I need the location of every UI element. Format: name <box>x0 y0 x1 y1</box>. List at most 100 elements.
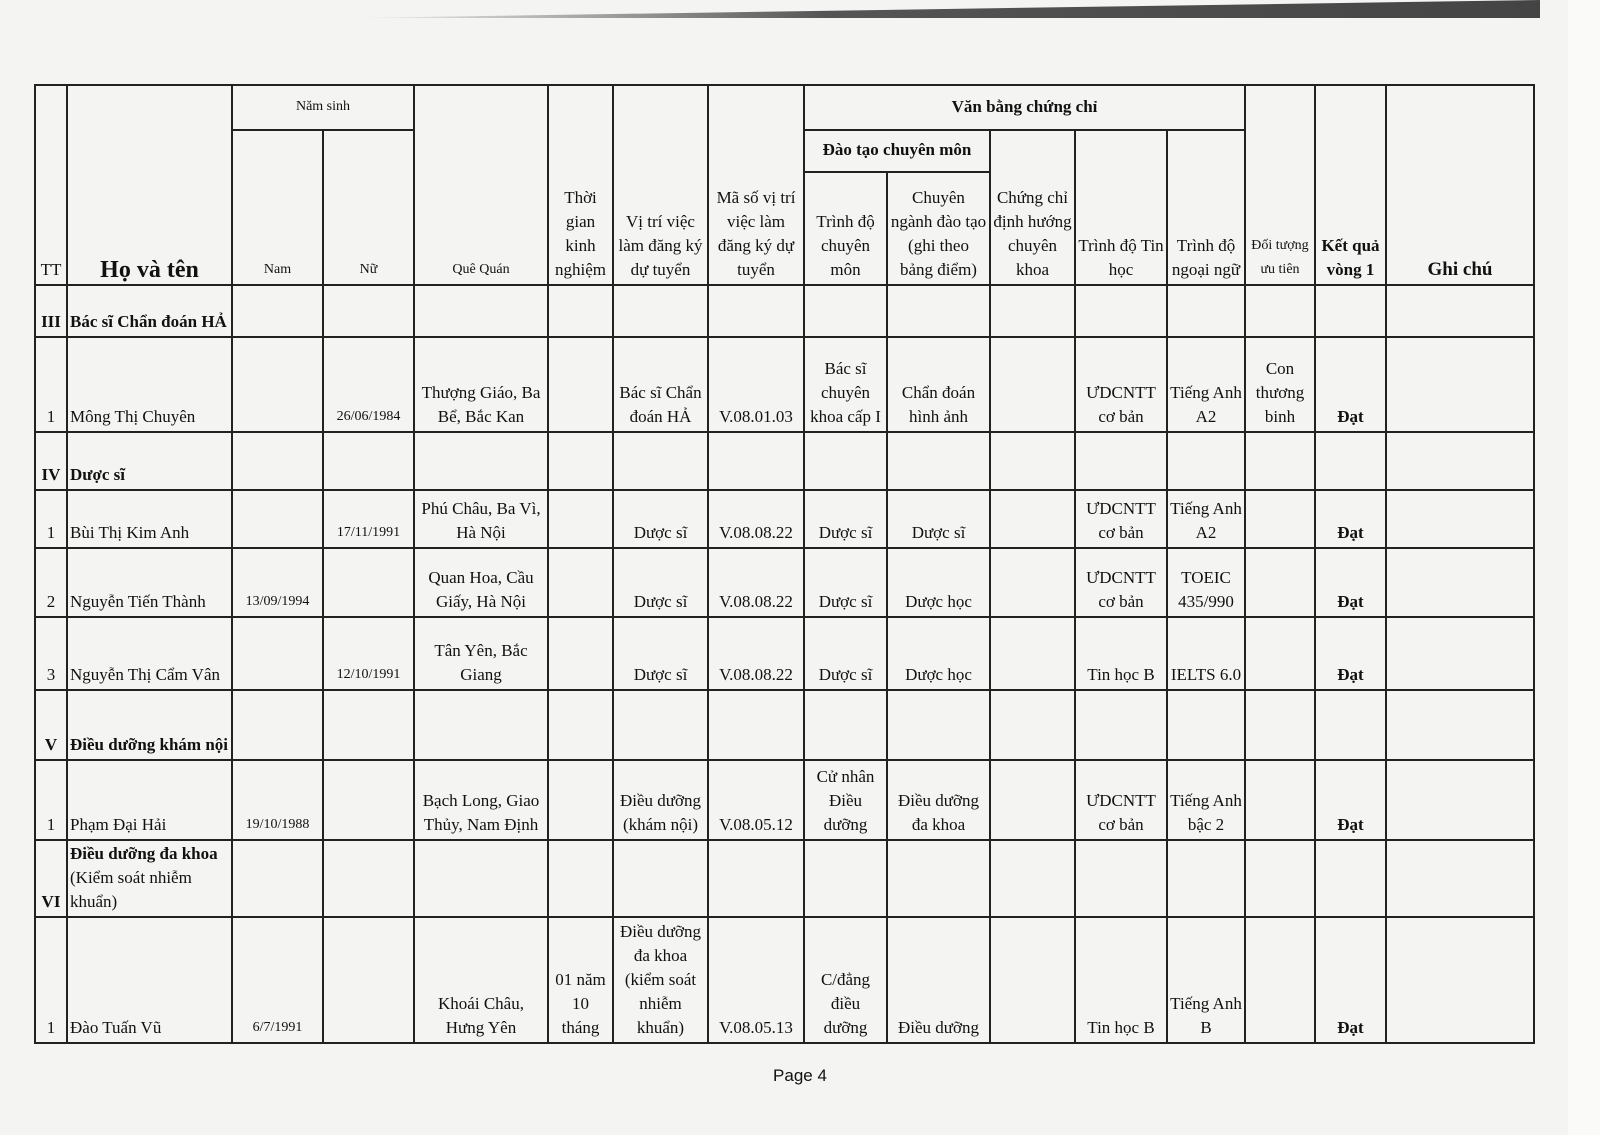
empty-cell <box>989 689 1076 761</box>
empty-cell <box>803 689 888 761</box>
cell-name: Phạm Đại Hải <box>66 759 233 841</box>
cell-hometown: Tân Yên, Bắc Giang <box>413 616 549 691</box>
cell-cert <box>989 336 1076 433</box>
candidate-row: 2 Nguyễn Tiến Thành 13/09/1994 Quan Hoa, Cầ… <box>34 547 1535 618</box>
cell-priority <box>1244 489 1316 549</box>
cell-female <box>322 759 415 841</box>
empty-cell <box>231 431 324 491</box>
header-specialty-cert: Chứng chỉ định hướng chuyên khoa <box>989 129 1076 286</box>
cell-cert <box>989 759 1076 841</box>
empty-cell <box>612 431 709 491</box>
empty-cell <box>547 431 614 491</box>
cell-male <box>231 616 324 691</box>
header-priority: Đối tượng ưu tiên <box>1244 84 1316 286</box>
scan-edge-shadow <box>350 0 1540 18</box>
cell-cert <box>989 616 1076 691</box>
cell-experience <box>547 489 614 549</box>
empty-cell <box>322 839 415 918</box>
candidate-table: TT Họ và tên Năm sinh Quê Quán Thời gian… <box>34 84 1535 1044</box>
cell-note <box>1385 916 1535 1044</box>
cell-level: Cử nhân Điều dưỡng <box>803 759 888 841</box>
empty-cell <box>612 839 709 918</box>
empty-cell <box>1314 689 1387 761</box>
cell-tt: 1 <box>34 336 68 433</box>
empty-cell <box>1314 431 1387 491</box>
empty-cell <box>322 689 415 761</box>
header-name: Họ và tên <box>66 84 233 286</box>
cell-major: Dược học <box>886 616 991 691</box>
empty-cell <box>231 839 324 918</box>
header-experience: Thời gian kinh nghiệm <box>547 84 614 286</box>
section-row: VI Điều dưỡng đa khoa (Kiểm soát nhiễm kh… <box>34 839 1535 918</box>
cell-position: Điều dưỡng (khám nội) <box>612 759 709 841</box>
cell-priority <box>1244 547 1316 618</box>
cell-major: Dược sĩ <box>886 489 991 549</box>
cell-position: Bác sĩ Chẩn đoán HẢ <box>612 336 709 433</box>
empty-cell <box>413 689 549 761</box>
cell-tt: 1 <box>34 489 68 549</box>
cell-it: ƯDCNTT cơ bản <box>1074 547 1168 618</box>
cell-it: Tin học B <box>1074 616 1168 691</box>
empty-cell <box>1166 839 1246 918</box>
section-row: IV Dược sĩ <box>34 431 1535 491</box>
cell-male: 19/10/1988 <box>231 759 324 841</box>
cell-major: Điều dưỡng <box>886 916 991 1044</box>
cell-hometown: Quan Hoa, Cầu Giấy, Hà Nội <box>413 547 549 618</box>
empty-cell <box>1166 284 1246 338</box>
empty-cell <box>886 431 991 491</box>
cell-name: Nguyễn Thị Cẩm Vân <box>66 616 233 691</box>
cell-it: ƯDCNTT cơ bản <box>1074 759 1168 841</box>
cell-priority <box>1244 616 1316 691</box>
header-female: Nữ <box>322 129 415 286</box>
cell-tt: 2 <box>34 547 68 618</box>
header-it-level: Trình độ Tin học <box>1074 129 1168 286</box>
empty-cell <box>231 284 324 338</box>
cell-female <box>322 916 415 1044</box>
cell-note <box>1385 336 1535 433</box>
empty-cell <box>1314 839 1387 918</box>
empty-cell <box>989 284 1076 338</box>
cell-male: 6/7/1991 <box>231 916 324 1044</box>
empty-cell <box>612 689 709 761</box>
cell-experience <box>547 759 614 841</box>
cell-note <box>1385 547 1535 618</box>
empty-cell <box>1074 284 1168 338</box>
header-note: Ghi chú <box>1385 84 1535 286</box>
section-title: Điều dưỡng đa khoa (Kiểm soát nhiễm khuẩ… <box>66 839 233 918</box>
cell-code: V.08.08.22 <box>707 547 805 618</box>
cell-code: V.08.01.03 <box>707 336 805 433</box>
empty-cell <box>547 284 614 338</box>
cell-note <box>1385 616 1535 691</box>
section-row: V Điều dưỡng khám nội <box>34 689 1535 761</box>
cell-experience <box>547 547 614 618</box>
empty-cell <box>1074 839 1168 918</box>
empty-cell <box>1385 431 1535 491</box>
cell-major: Dược học <box>886 547 991 618</box>
cell-level: Bác sĩ chuyên khoa cấp I <box>803 336 888 433</box>
section-title-rest: (Kiểm soát nhiễm khuẩn) <box>70 868 192 911</box>
empty-cell <box>1074 431 1168 491</box>
cell-name: Mông Thị Chuyên <box>66 336 233 433</box>
header-professional-level: Trình độ chuyên môn <box>803 171 888 286</box>
cell-name: Đào Tuấn Vũ <box>66 916 233 1044</box>
cell-experience: 01 năm 10 tháng <box>547 916 614 1044</box>
candidate-row: 1 Phạm Đại Hải 19/10/1988 Bạch Long, Giao T… <box>34 759 1535 841</box>
cell-priority <box>1244 759 1316 841</box>
candidate-row: 1 Mông Thị Chuyên 26/06/1984 Thượng Giáo, B… <box>34 336 1535 433</box>
cell-major: Chẩn đoán hình ảnh <box>886 336 991 433</box>
empty-cell <box>231 689 324 761</box>
header-birth-year: Năm sinh <box>231 84 415 131</box>
empty-cell <box>886 839 991 918</box>
empty-cell <box>707 284 805 338</box>
cell-it: ƯDCNTT cơ bản <box>1074 336 1168 433</box>
section-number: VI <box>34 839 68 918</box>
candidate-row: 3 Nguyễn Thị Cẩm Vân 12/10/1991 Tân Yên, Bắ… <box>34 616 1535 691</box>
cell-hometown: Thượng Giáo, Ba Bể, Bắc Kan <box>413 336 549 433</box>
empty-cell <box>1166 689 1246 761</box>
cell-position: Dược sĩ <box>612 547 709 618</box>
empty-cell <box>322 431 415 491</box>
cell-level: C/đẳng điều dưỡng <box>803 916 888 1044</box>
header-certificates: Văn bằng chứng chỉ <box>803 84 1246 131</box>
scan-margin <box>1568 0 1600 1135</box>
cell-lang: Tiếng Anh bậc 2 <box>1166 759 1246 841</box>
